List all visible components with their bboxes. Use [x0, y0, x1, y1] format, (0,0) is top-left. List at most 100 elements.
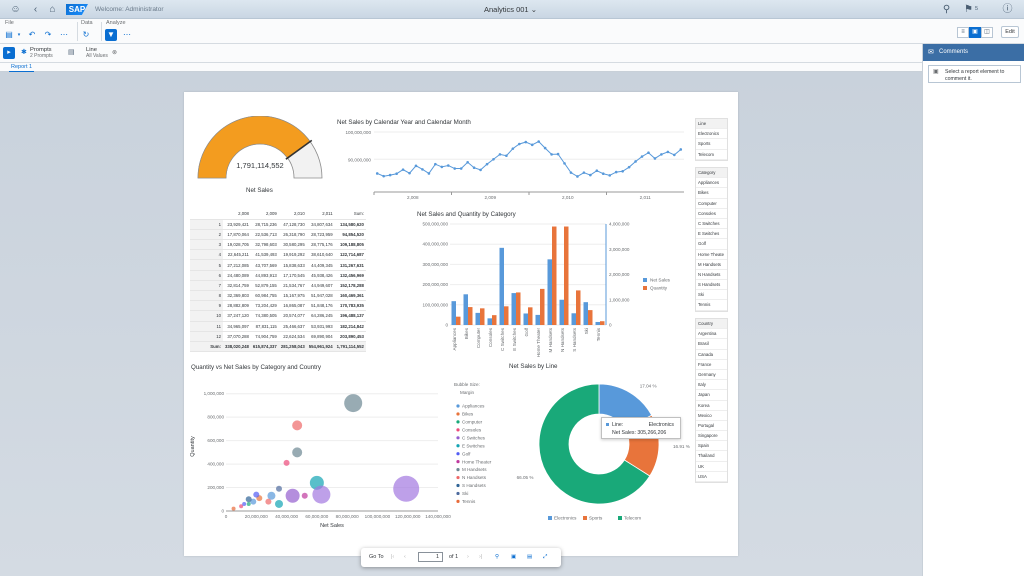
filter-item[interactable]: Bikes [696, 188, 727, 199]
donut-chart[interactable]: 17.04 % 16.91 % 66.05 % Electronics Sports Te… [504, 376, 694, 526]
remove-filter-icon[interactable]: ⊗ [112, 50, 118, 56]
filter-item[interactable]: Japan [696, 390, 727, 401]
filter-item[interactable]: Brasil [696, 339, 727, 350]
filter-item[interactable]: Ski [696, 290, 727, 301]
legend-label: Computer [462, 420, 483, 425]
bar-net-sales [595, 321, 600, 325]
filter-header: Category [696, 168, 727, 179]
y-tick-label: 800,000 [207, 415, 224, 420]
filter-item[interactable]: Telecom [696, 150, 727, 160]
table-cell: 27,212,085 [223, 259, 251, 271]
tooltip-sales-key: Net Sales: [612, 430, 636, 436]
filter-item[interactable]: Italy [696, 380, 727, 391]
filter-item[interactable]: N Handsets [696, 270, 727, 281]
filter-item[interactable]: Mexico [696, 411, 727, 421]
document-icon[interactable]: ▤ [5, 30, 13, 39]
app-title[interactable]: Analytics 001 ⌄ [484, 5, 537, 14]
line-point [408, 171, 411, 175]
prev-page-icon[interactable]: ‹ [404, 554, 406, 560]
filter-item[interactable]: C Switches [696, 219, 727, 230]
bar-quantity [528, 307, 533, 325]
fullscreen-icon[interactable]: ⤢ [543, 554, 548, 560]
line-chart[interactable]: 100,000,000 90,000,000 2,008 2,009 2,010 2,01… [334, 126, 690, 204]
panel-toggle-icon[interactable]: ▸ [3, 47, 15, 59]
search-icon[interactable]: ⚲ [942, 4, 951, 15]
table-cell: 41,539,493 [250, 249, 279, 261]
bar-quantity [492, 315, 497, 325]
page-view-icon[interactable]: ▣ [969, 27, 981, 38]
undo-icon[interactable]: ↶ [28, 30, 36, 39]
help-icon[interactable]: ⓘ [1002, 4, 1013, 15]
filter-item[interactable]: E Switches [696, 229, 727, 240]
filter-icon[interactable]: ▼ [105, 29, 117, 41]
filter-item[interactable]: Sports [696, 139, 727, 150]
filter-item[interactable]: Tennis [696, 300, 727, 311]
redo-icon[interactable]: ↷ [44, 30, 52, 39]
filter-item[interactable]: Home Theate [696, 250, 727, 260]
line-point [414, 164, 418, 168]
table-row: 11 34,965,097 87,831,115 25,466,637 53,931,9… [190, 321, 366, 332]
line-point [472, 166, 476, 170]
more-icon[interactable]: ⋯ [123, 30, 131, 39]
split-view-icon[interactable]: ◫ [981, 27, 993, 38]
more-icon[interactable]: ⋯ [60, 30, 68, 39]
table-cell: 4 [190, 249, 223, 261]
table-row: 7 32,814,759 52,879,155 21,534,767 44,949,60… [190, 280, 366, 292]
legend-swatch [456, 444, 460, 448]
refresh-icon[interactable]: ↻ [82, 30, 90, 39]
filter-item[interactable]: Golf [696, 239, 727, 250]
tab-report-1[interactable]: Report 1 [9, 64, 35, 72]
filter-item[interactable]: Germany [696, 370, 727, 381]
filter-item[interactable]: USA [696, 472, 727, 482]
home-icon[interactable]: ⌂ [49, 4, 56, 15]
net-sales-gauge[interactable]: 1,791,114,552 [194, 116, 326, 196]
filter-item[interactable]: France [696, 360, 727, 370]
line-point [550, 153, 553, 156]
filter-item[interactable]: Spain [696, 441, 727, 452]
filter-item[interactable]: Canada [696, 350, 727, 360]
back-icon[interactable]: ‹ [33, 4, 38, 15]
filter-item[interactable]: Singapore [696, 431, 727, 442]
table-row: 4 22,645,211 41,539,493 19,919,292 38,610,64… [190, 249, 366, 261]
filter-item[interactable]: UK [696, 462, 727, 472]
line-point [673, 153, 676, 157]
filter-item[interactable]: M Handsets [696, 260, 727, 270]
list-view-icon[interactable]: ≡ [957, 27, 969, 38]
category-label: Ski [584, 328, 589, 334]
line-point [563, 162, 566, 165]
fit-width-icon[interactable]: ▤ [527, 554, 533, 560]
user-icon[interactable]: ☺ [10, 4, 21, 15]
scatter-chart[interactable]: 0 200,000 400,000 600,000 800,000 1,000,000 0 2… [188, 372, 506, 528]
line-point [537, 140, 540, 143]
prompts-button[interactable]: Prompts 2 Prompts [30, 47, 53, 59]
line-filter-list[interactable]: Line Electronics Sports Telecom [695, 118, 728, 161]
filter-item[interactable]: Consoles [696, 209, 727, 219]
filter-item[interactable]: Computer [696, 199, 727, 209]
net-sales-table[interactable]: 2,008 2,009 2,010 2,011 Sum: 1 23,929,421 28,7… [190, 209, 366, 353]
legend-label: N Handsets [462, 475, 487, 480]
report-page[interactable]: 1,791,114,552 Net Sales Net Sales by Cal… [184, 92, 738, 556]
gauge-label: Net Sales [246, 187, 273, 194]
filter-item[interactable]: Appliances [696, 178, 727, 189]
edit-button[interactable]: Edit [1001, 26, 1019, 38]
line-filter[interactable]: Line All Values [86, 47, 108, 59]
bar-chart[interactable]: 500,000,000 400,000,000 300,000,000 200,000… [410, 218, 692, 358]
filter-item[interactable]: Electronics [696, 129, 727, 140]
filter-item[interactable]: Argentina [696, 329, 727, 340]
country-filter-list[interactable]: Country Argentina Brasil Canada France German… [695, 318, 728, 483]
page-input[interactable]: 1 [418, 552, 443, 562]
separator [77, 22, 78, 41]
filter-item[interactable]: Thailand [696, 451, 727, 462]
notifications-icon[interactable]: ⚑ [964, 4, 973, 15]
chevron-down-icon[interactable]: ▾ [17, 32, 21, 38]
zoom-icon[interactable]: ⚲ [495, 554, 500, 560]
filter-item[interactable]: Portugal [696, 421, 727, 432]
table-cell: 53,931,993 [306, 321, 335, 332]
next-page-icon[interactable]: › [467, 554, 469, 560]
fit-page-icon[interactable]: ▣ [511, 554, 517, 560]
category-filter-list[interactable]: Category Appliances Bikes Computer Consoles C… [695, 167, 728, 312]
filter-item[interactable]: S Handsets [696, 280, 727, 291]
last-page-icon[interactable]: ›| [479, 554, 483, 560]
filter-item[interactable]: Korea [696, 401, 727, 411]
first-page-icon[interactable]: |‹ [391, 554, 395, 560]
